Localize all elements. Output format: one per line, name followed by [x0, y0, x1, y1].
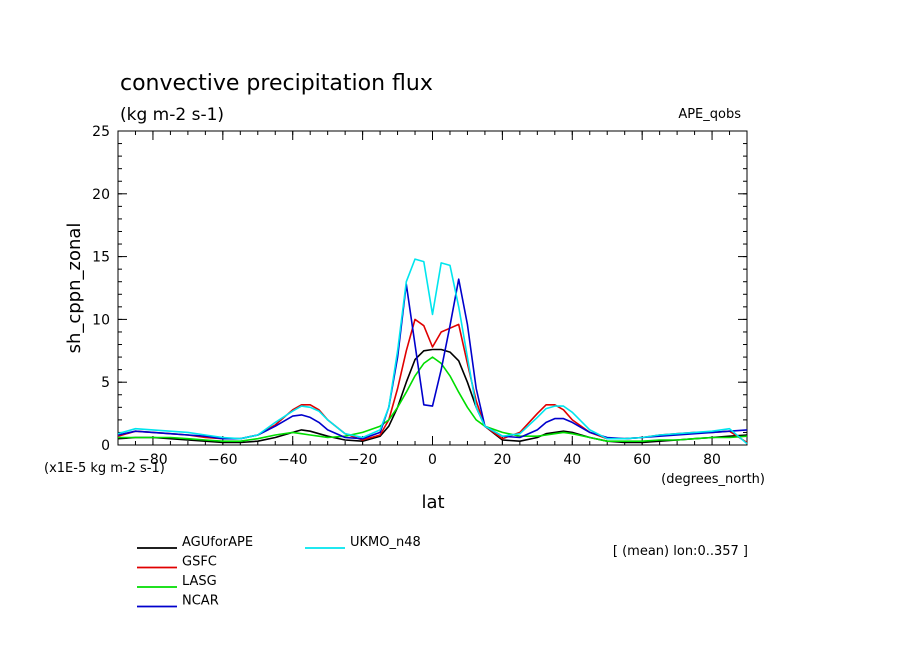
series-line-ukmo-n48	[117, 258, 748, 445]
legend-label: UKMO_n48	[350, 535, 421, 550]
y-axis-label: sh_cppn_zonal	[64, 223, 85, 354]
series-line-ncar	[117, 278, 748, 440]
y-tick-label: 5	[101, 375, 110, 391]
x-tick-label: −20	[348, 452, 378, 468]
series-lines	[117, 258, 748, 445]
series-line-aguforape	[117, 348, 748, 444]
legend-label: GSFC	[182, 555, 217, 570]
y-tick-label: 20	[92, 187, 110, 203]
x-tick-label: 40	[563, 452, 581, 468]
x-tick-label: −60	[208, 452, 238, 468]
dataset-label: APE_qobs	[678, 107, 741, 122]
legend-label: NCAR	[182, 594, 219, 609]
y-scale-note: (x1E-5 kg m-2 s-1)	[44, 461, 165, 476]
x-tick-label: −80	[138, 452, 168, 468]
x-tick-label: 80	[703, 452, 721, 468]
series-line-lasg	[118, 356, 748, 443]
x-tick-label: 60	[633, 452, 651, 468]
chart-title: convective precipitation flux	[120, 71, 433, 96]
legend-label: LASG	[182, 574, 217, 589]
legend-label: AGUforAPE	[182, 535, 253, 550]
plot-frame	[117, 130, 748, 446]
x-tick-label: −40	[278, 452, 308, 468]
y-tick-label: 15	[92, 250, 110, 266]
chart-units: (kg m-2 s-1)	[120, 105, 224, 125]
legend: AGUforAPE GSFC LASG NCAR UKMO_n48	[137, 535, 421, 609]
y-tick-label: 25	[92, 124, 110, 140]
x-axis-units: (degrees_north)	[661, 472, 765, 487]
x-tick-label: 20	[493, 452, 511, 468]
series-line-gsfc	[117, 318, 748, 444]
axis-ticks: −80 −60 −40 −20 0 20 40 60 80 0 5 10 15 20 25	[92, 124, 748, 468]
x-tick-label: 0	[428, 452, 437, 468]
mean-annotation: [ (mean) lon:0..357 ]	[613, 544, 748, 559]
y-tick-label: 0	[101, 438, 110, 454]
x-axis-label: lat	[421, 492, 444, 513]
y-tick-label: 10	[92, 312, 110, 328]
